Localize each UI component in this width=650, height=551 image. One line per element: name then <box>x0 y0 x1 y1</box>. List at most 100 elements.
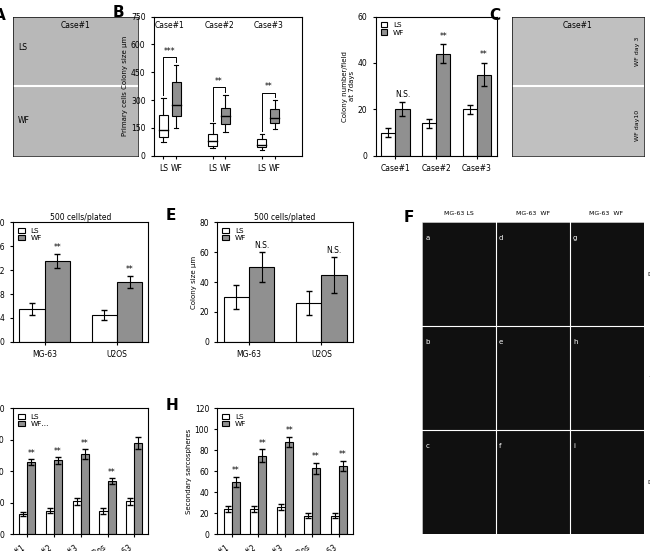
Bar <box>99 511 107 534</box>
Bar <box>304 516 312 534</box>
Bar <box>436 53 450 156</box>
Text: B: B <box>112 6 124 20</box>
Bar <box>221 109 230 124</box>
Legend: LS, WF: LS, WF <box>221 412 248 429</box>
Bar <box>92 315 117 342</box>
Bar <box>19 514 27 534</box>
Text: Case#3: Case#3 <box>254 21 283 30</box>
Text: MG-63 LS: MG-63 LS <box>444 211 474 216</box>
Text: g: g <box>573 235 577 241</box>
Bar <box>285 442 293 534</box>
Text: **: ** <box>312 452 320 462</box>
Text: **: ** <box>480 51 488 60</box>
Bar <box>44 261 70 342</box>
Bar <box>224 297 249 342</box>
Bar <box>296 303 321 342</box>
Text: **: ** <box>339 450 346 460</box>
Text: E: E <box>166 208 176 223</box>
Text: f: f <box>499 443 502 449</box>
Text: ***: *** <box>164 47 176 56</box>
Text: **: ** <box>285 426 293 435</box>
Bar <box>208 133 217 145</box>
Text: h: h <box>573 339 577 345</box>
Legend: LS, WF: LS, WF <box>17 226 43 242</box>
Bar <box>277 507 285 534</box>
Text: N.S.: N.S. <box>395 90 410 99</box>
Bar <box>257 139 266 148</box>
Bar <box>73 501 81 534</box>
Text: Day 10: Day 10 <box>648 480 650 485</box>
Text: e: e <box>499 339 503 345</box>
Bar <box>249 267 274 342</box>
Text: c: c <box>425 443 429 449</box>
Text: Day 3: Day 3 <box>648 272 650 277</box>
Text: Case#1: Case#1 <box>563 21 593 30</box>
Y-axis label: Colony number/field
at 7days: Colony number/field at 7days <box>342 51 355 122</box>
Legend: LS, WF…: LS, WF… <box>17 412 50 429</box>
Bar <box>231 482 240 534</box>
Bar <box>339 466 346 534</box>
Text: H: H <box>166 398 179 413</box>
Title: 500 cells/plated: 500 cells/plated <box>50 213 111 222</box>
Bar <box>81 454 89 534</box>
Text: N.S.: N.S. <box>326 246 342 255</box>
Text: N.S.: N.S. <box>254 241 269 250</box>
Bar <box>422 123 436 156</box>
Title: 500 cells/plated: 500 cells/plated <box>254 213 316 222</box>
Text: LS: LS <box>18 42 27 52</box>
Bar <box>126 501 135 534</box>
Y-axis label: Primary cells Colony size μm: Primary cells Colony size μm <box>122 36 128 136</box>
Text: C: C <box>489 8 500 23</box>
Text: MG-63  WF: MG-63 WF <box>515 211 550 216</box>
Text: **: ** <box>27 449 35 458</box>
Text: a: a <box>425 235 430 241</box>
Bar <box>395 109 410 156</box>
Bar <box>477 74 491 156</box>
Bar <box>270 109 280 123</box>
Bar <box>463 109 477 156</box>
Text: **: ** <box>108 467 116 477</box>
Text: i: i <box>573 443 575 449</box>
Legend: LS, WF: LS, WF <box>379 20 406 37</box>
Bar <box>321 274 346 342</box>
Text: **: ** <box>125 266 133 274</box>
Text: d: d <box>499 235 504 241</box>
Bar <box>27 462 35 534</box>
Bar <box>135 443 142 534</box>
Text: WF: WF <box>18 116 30 126</box>
Text: **: ** <box>81 439 88 448</box>
Text: Case#2: Case#2 <box>204 21 234 30</box>
Text: F: F <box>404 210 415 225</box>
Text: **: ** <box>215 77 223 85</box>
Bar <box>312 468 320 534</box>
Legend: LS, WF: LS, WF <box>221 226 248 242</box>
Y-axis label: Colony size μm: Colony size μm <box>190 256 196 309</box>
Text: **: ** <box>259 439 266 448</box>
Text: b: b <box>425 339 430 345</box>
Text: 7: 7 <box>648 376 650 381</box>
Bar <box>381 133 395 156</box>
Bar <box>331 516 339 534</box>
Bar <box>117 282 142 342</box>
Bar <box>250 509 259 534</box>
Text: **: ** <box>265 82 272 91</box>
Text: **: ** <box>53 244 61 252</box>
Text: WF day 3: WF day 3 <box>634 37 640 66</box>
Text: MG-63  WF: MG-63 WF <box>590 211 623 216</box>
Bar <box>46 511 54 534</box>
Bar <box>54 461 62 534</box>
Text: **: ** <box>232 466 239 475</box>
Text: Case#1: Case#1 <box>155 21 185 30</box>
Bar <box>159 115 168 137</box>
Bar <box>224 509 231 534</box>
Text: A: A <box>0 8 6 23</box>
Bar <box>172 83 181 116</box>
Bar <box>259 456 266 534</box>
Text: **: ** <box>439 32 447 41</box>
Bar <box>107 481 116 534</box>
Text: Case#1: Case#1 <box>60 21 90 30</box>
Text: **: ** <box>54 447 62 456</box>
Y-axis label: Secondary sarcospheres: Secondary sarcospheres <box>186 429 192 514</box>
Bar <box>19 309 44 342</box>
Text: WF day10: WF day10 <box>634 110 640 141</box>
